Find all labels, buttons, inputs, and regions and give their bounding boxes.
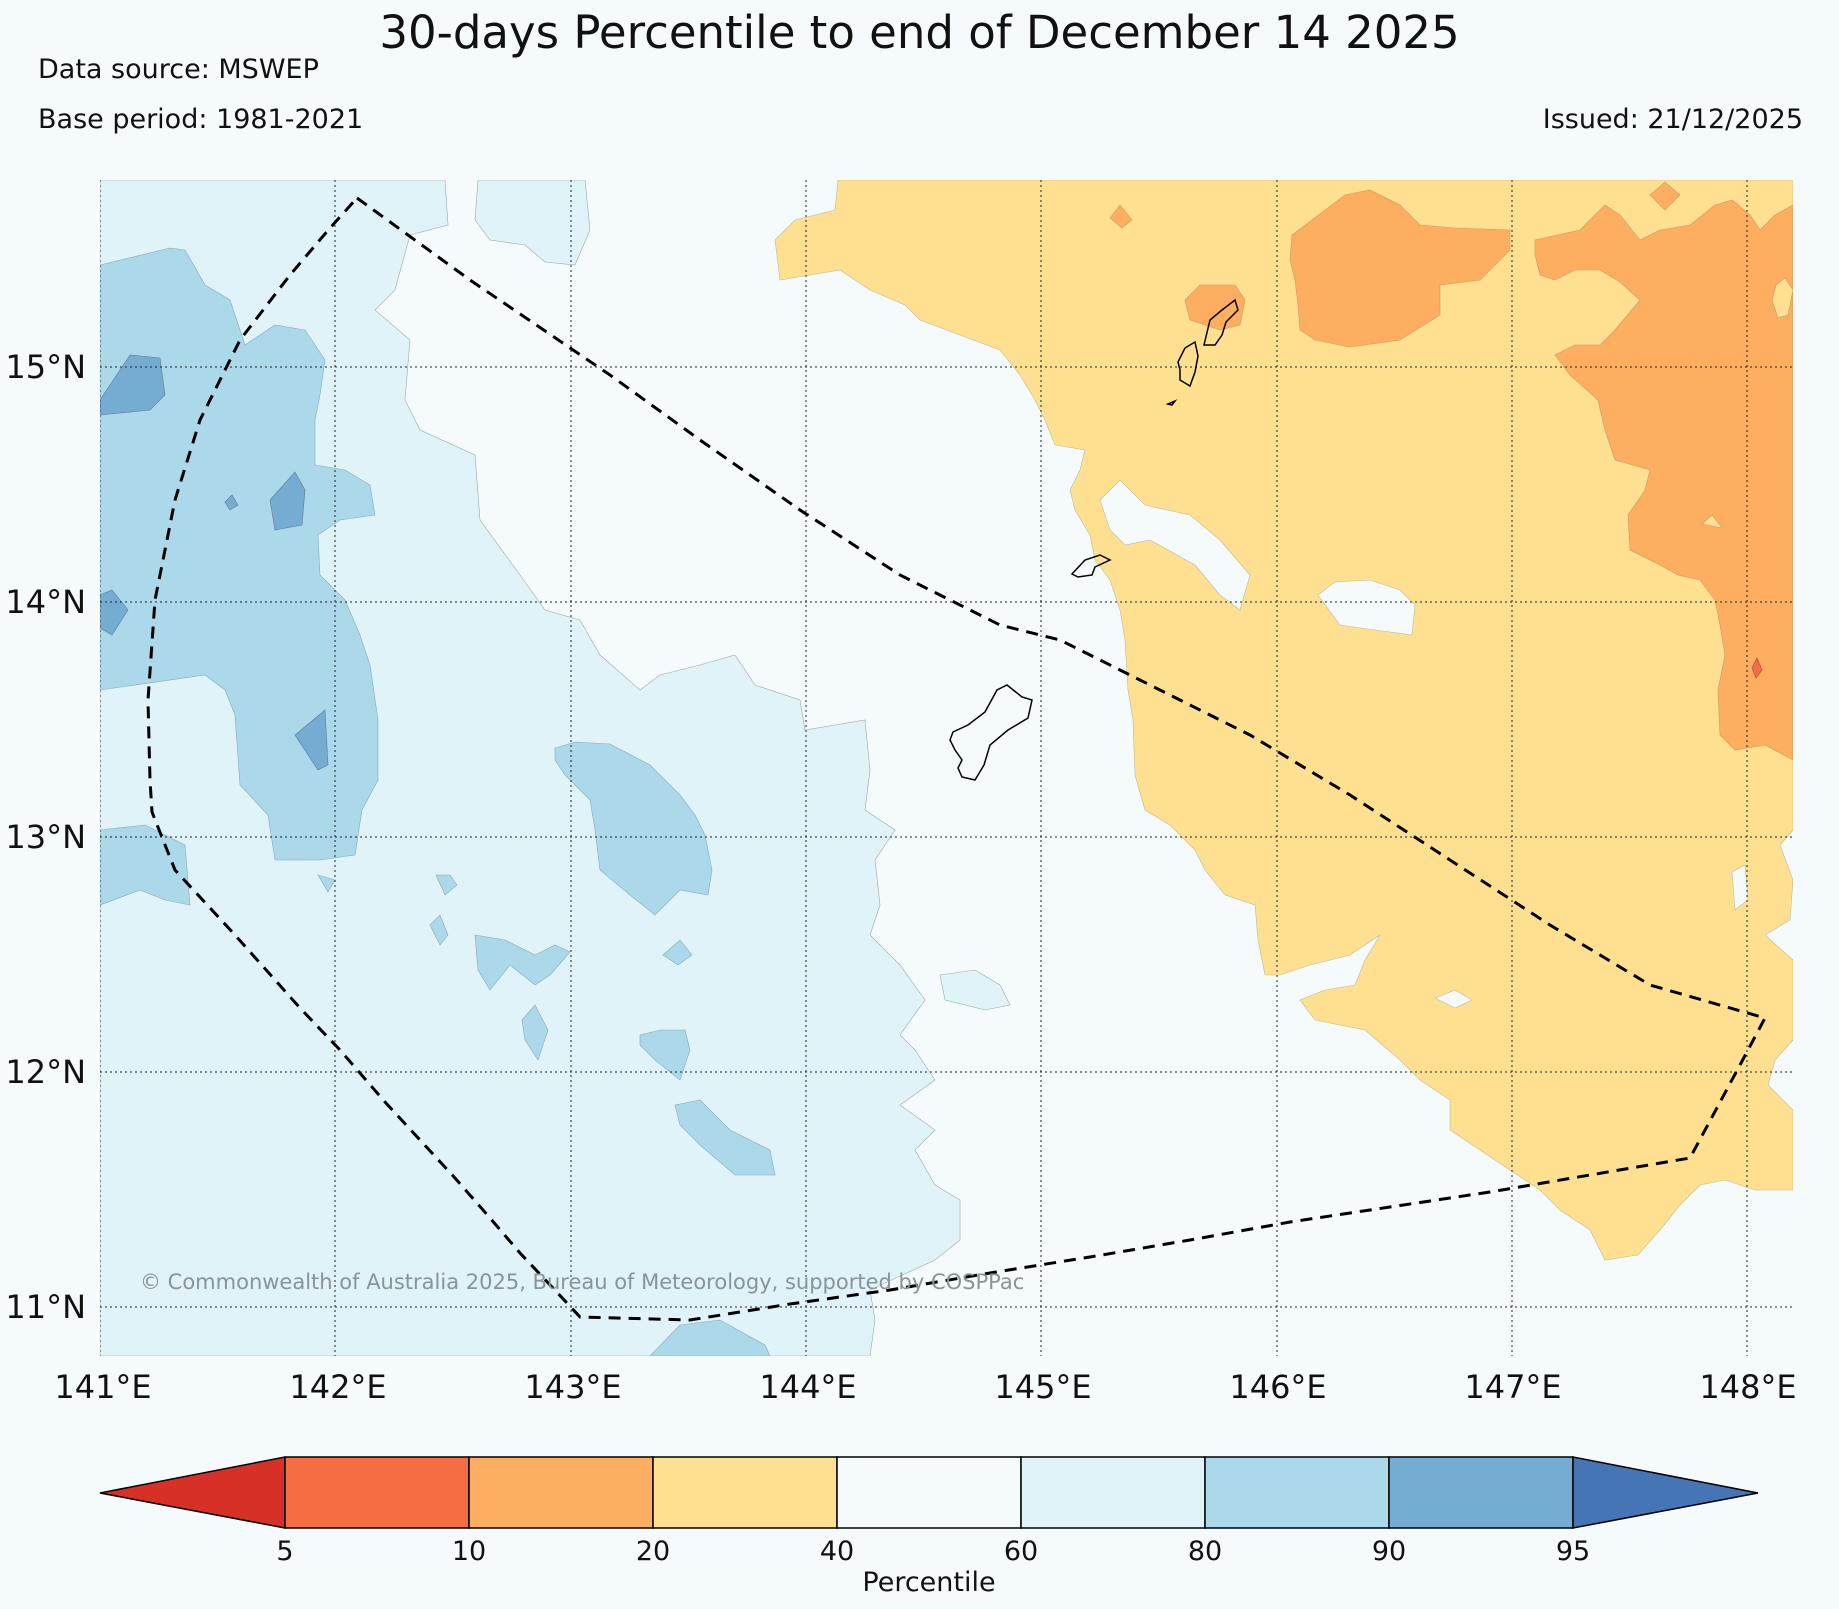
band-80-90-blob-d — [521, 1004, 549, 1061]
graticule — [100, 180, 1793, 1356]
data-source-label: Data source: MSWEP — [38, 54, 319, 85]
band-60-80-east-inlet — [939, 969, 1011, 1011]
band-10-20-east — [1534, 199, 1793, 761]
lon-label: 144°E — [759, 1368, 856, 1406]
band-90-95-d — [100, 589, 129, 636]
band-80-90-blob-e — [662, 939, 693, 966]
colorbar-segment-90-95 — [1388, 1456, 1574, 1529]
band-5-10-dot — [1751, 657, 1763, 679]
lat-label: 12°N — [5, 1053, 86, 1091]
colorbar-segment-5-10 — [284, 1456, 470, 1529]
colorbar-tick: 5 — [276, 1536, 293, 1567]
lat-label: 13°N — [5, 818, 86, 856]
lon-label: 141°E — [54, 1368, 151, 1406]
latitude-labels: 15°N 14°N 13°N 12°N 11°N — [5, 348, 86, 1326]
colorbar-segment-40-60 — [836, 1456, 1022, 1529]
band-80-90-blob-south — [649, 1319, 771, 1356]
band-80-90-west — [100, 247, 379, 861]
colorbar-title: Percentile — [862, 1567, 995, 1598]
colorbar-tick: 90 — [1372, 1536, 1406, 1567]
colorbar-tick: 20 — [636, 1536, 670, 1567]
band-10-20-dot-b — [1649, 181, 1681, 211]
lon-label: 145°E — [994, 1368, 1091, 1406]
hole-20-40-b — [1701, 514, 1723, 529]
hole-40-60-c — [1731, 864, 1749, 911]
colorbar-segment-60-80 — [1020, 1456, 1206, 1529]
base-period-label: Base period: 1981-2021 — [38, 104, 364, 135]
colorbar — [99, 1456, 1759, 1529]
issued-date-label: Issued: 21/12/2025 — [1542, 104, 1803, 135]
band-80-90-blob-g — [435, 874, 458, 896]
colorbar-tick: 95 — [1556, 1536, 1590, 1567]
guam-coastline — [949, 684, 1033, 781]
hole-20-40-a — [1771, 277, 1793, 319]
colorbar-tick: 10 — [452, 1536, 486, 1567]
aguijan-coastline — [1165, 399, 1178, 406]
colorbar-segment-20-40 — [652, 1456, 838, 1529]
lat-label: 11°N — [5, 1288, 86, 1326]
band-80-90-blob-h — [317, 874, 336, 893]
copyright-notice: © Commonwealth of Australia 2025, Bureau… — [140, 1270, 1024, 1294]
colorbar-segment-10-20 — [468, 1456, 654, 1529]
band-60-80-north — [474, 180, 591, 266]
rota-coastline — [1070, 554, 1112, 578]
lat-label: 14°N — [5, 583, 86, 621]
colorbar-segment-lt5 — [99, 1456, 286, 1529]
colorbar-segment-80-90 — [1204, 1456, 1390, 1529]
hole-40-60-d — [1434, 989, 1473, 1009]
lon-label: 146°E — [1229, 1368, 1326, 1406]
hole-40-60-b — [1317, 579, 1416, 636]
band-80-90-blob-b — [639, 1029, 691, 1081]
band-10-20-dot-a — [1109, 204, 1133, 229]
eez-boundary — [146, 195, 1768, 1322]
tinian-coastline — [1177, 340, 1199, 388]
band-10-20-north — [1289, 189, 1511, 348]
lon-label: 147°E — [1464, 1368, 1561, 1406]
band-90-95-b — [269, 471, 306, 531]
band-90-95-a — [100, 354, 166, 416]
colorbar-tick: 80 — [1188, 1536, 1222, 1567]
band-80-90-central — [554, 741, 713, 916]
band-80-90-southwest — [100, 824, 191, 906]
island-coastlines — [949, 298, 1239, 781]
colorbar-tick: 60 — [1004, 1536, 1038, 1567]
band-90-95-e — [224, 494, 239, 511]
saipan-coastline — [1203, 298, 1239, 346]
band-90-95-c — [294, 709, 329, 771]
map-title: 30-days Percentile to end of December 14… — [379, 6, 1460, 59]
band-80-90-blob-a — [474, 934, 571, 991]
band-80-90-blob-f — [429, 914, 449, 946]
band-20-40-east — [774, 180, 1793, 1261]
hole-40-60-a — [1099, 479, 1251, 611]
colorbar-ticks: 5 10 20 40 60 80 90 95 Percentile — [276, 1536, 1590, 1598]
lon-label: 142°E — [289, 1368, 386, 1406]
band-80-90-blob-c — [674, 1099, 776, 1176]
lat-label: 15°N — [5, 348, 86, 386]
lon-label: 143°E — [524, 1368, 621, 1406]
lon-label: 148°E — [1699, 1368, 1796, 1406]
longitude-labels: 141°E 142°E 143°E 144°E 145°E 146°E 147°… — [54, 1368, 1796, 1406]
colorbar-tick: 40 — [820, 1536, 854, 1567]
colorbar-segment-gt95 — [1572, 1456, 1759, 1529]
percentile-field — [100, 180, 1793, 1356]
